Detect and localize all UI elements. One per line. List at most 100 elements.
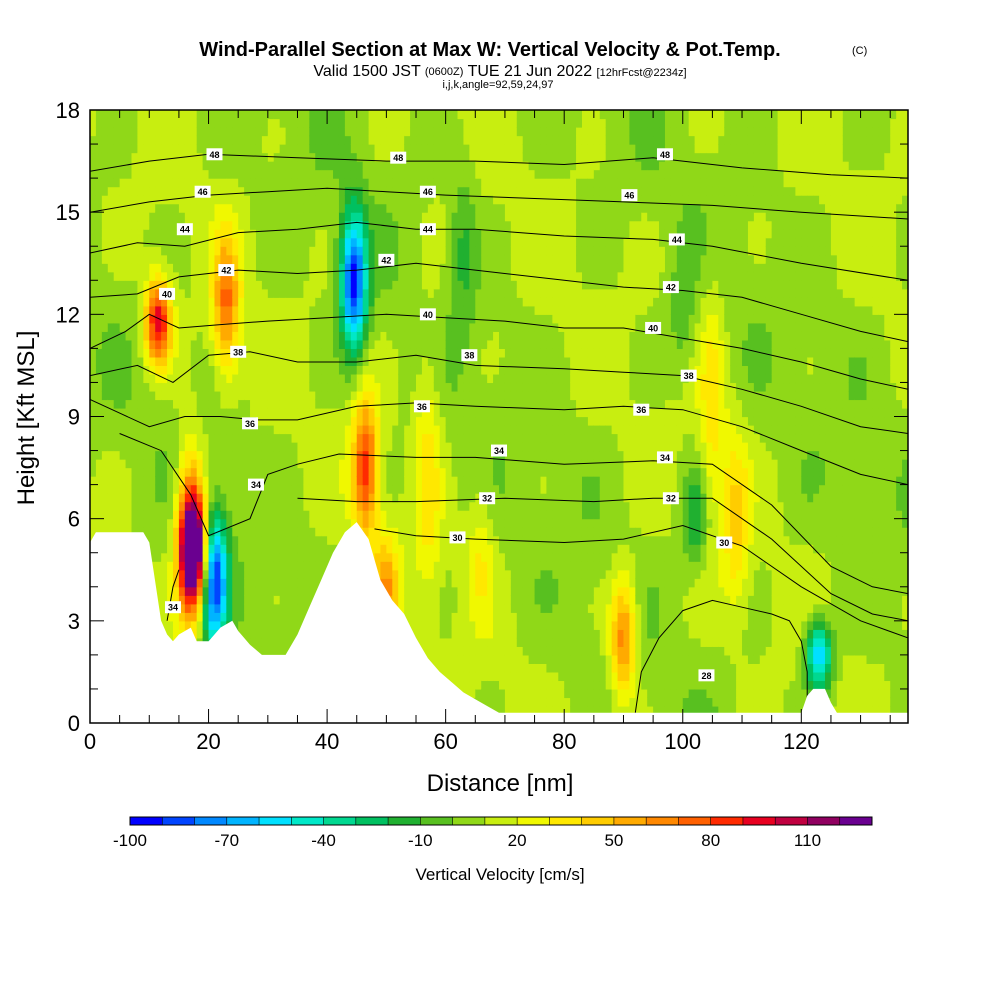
velocity-cell [261, 578, 269, 588]
velocity-cell [327, 322, 334, 332]
velocity-cell [232, 118, 239, 128]
velocity-cell [167, 390, 174, 401]
velocity-cell [90, 442, 97, 452]
velocity-cell [475, 578, 482, 588]
velocity-cell [208, 356, 216, 367]
velocity-cell [439, 390, 447, 401]
velocity-cell [220, 195, 227, 205]
velocity-cell [374, 314, 382, 324]
velocity-cell [463, 135, 470, 145]
velocity-cell [190, 493, 198, 503]
velocity-cell [350, 144, 358, 154]
velocity-cell [338, 527, 346, 537]
velocity-cell [445, 152, 453, 162]
velocity-cell [493, 425, 500, 435]
velocity-cell [404, 459, 411, 469]
velocity-cell [457, 442, 465, 452]
velocity-cell [392, 586, 399, 596]
velocity-cell [338, 288, 346, 298]
velocity-cell [487, 552, 494, 562]
velocity-cell [362, 356, 370, 367]
velocity-cell [350, 467, 358, 477]
velocity-cell [190, 425, 198, 435]
velocity-cell [487, 135, 494, 145]
velocity-cell [161, 595, 168, 605]
velocity-cell [487, 450, 494, 460]
velocity-cell [161, 297, 168, 307]
velocity-cell [267, 620, 275, 630]
velocity-cell [439, 246, 447, 256]
velocity-cell [392, 425, 399, 435]
velocity-cell [315, 152, 322, 162]
velocity-cell [214, 510, 222, 520]
velocity-cell [445, 118, 453, 128]
velocity-cell [184, 595, 192, 605]
velocity-cell [95, 314, 103, 324]
velocity-cell [457, 425, 465, 435]
velocity-cell [410, 544, 417, 554]
velocity-cell [196, 110, 204, 120]
velocity-cell [90, 152, 97, 162]
velocity-cell [232, 442, 239, 452]
velocity-cell [137, 348, 144, 358]
velocity-cell [463, 484, 470, 494]
velocity-cell [499, 646, 506, 656]
velocity-cell [499, 629, 506, 639]
velocity-cell [469, 254, 476, 264]
velocity-cell [404, 476, 411, 486]
velocity-cell [338, 356, 346, 367]
velocity-cell [250, 425, 257, 435]
velocity-cell [143, 152, 150, 162]
velocity-cell [208, 501, 216, 511]
velocity-cell [374, 425, 382, 435]
velocity-cell [315, 280, 322, 290]
velocity-cell [433, 339, 441, 349]
velocity-cell [267, 178, 275, 188]
velocity-cell [261, 152, 269, 162]
velocity-cell [469, 620, 476, 630]
velocity-cell [208, 407, 216, 418]
velocity-cell [416, 603, 423, 613]
velocity-cell [178, 620, 186, 630]
velocity-cell [416, 110, 423, 120]
velocity-cell [267, 390, 275, 401]
velocity-cell [107, 152, 115, 162]
velocity-cell [493, 373, 500, 384]
velocity-cell [303, 331, 310, 341]
velocity-cell [291, 501, 299, 511]
velocity-cell [344, 518, 352, 528]
velocity-cell [161, 425, 168, 435]
chart-subtitle-ijk: i,j,k,angle=92,59,24,97 [442, 79, 553, 91]
velocity-cell [368, 161, 376, 171]
velocity-cell [392, 365, 399, 375]
velocity-cell [404, 144, 411, 154]
velocity-cell [125, 263, 133, 273]
velocity-cell [368, 263, 376, 273]
velocity-cell [202, 425, 210, 435]
velocity-cell [433, 280, 441, 290]
velocity-cell [149, 229, 156, 239]
velocity-cell [149, 544, 156, 554]
velocity-cell [119, 263, 127, 273]
velocity-cell [297, 271, 304, 281]
velocity-cell [119, 127, 127, 137]
velocity-cell [279, 612, 287, 622]
velocity-cell [374, 237, 382, 247]
velocity-cell [392, 459, 399, 469]
velocity-cell [196, 476, 204, 486]
velocity-cell [161, 314, 168, 324]
velocity-cell [178, 161, 186, 171]
velocity-cell [244, 595, 251, 605]
velocity-cell [309, 390, 316, 401]
velocity-cell [267, 407, 275, 418]
velocity-cell [95, 297, 103, 307]
velocity-cell [493, 365, 500, 375]
velocity-cell [421, 493, 429, 503]
velocity-cell [493, 127, 500, 137]
velocity-cell [368, 493, 376, 503]
velocity-cell [208, 544, 216, 554]
velocity-cell [398, 450, 405, 460]
velocity-cell [202, 169, 210, 179]
velocity-cell [487, 467, 494, 477]
velocity-cell [131, 339, 139, 349]
